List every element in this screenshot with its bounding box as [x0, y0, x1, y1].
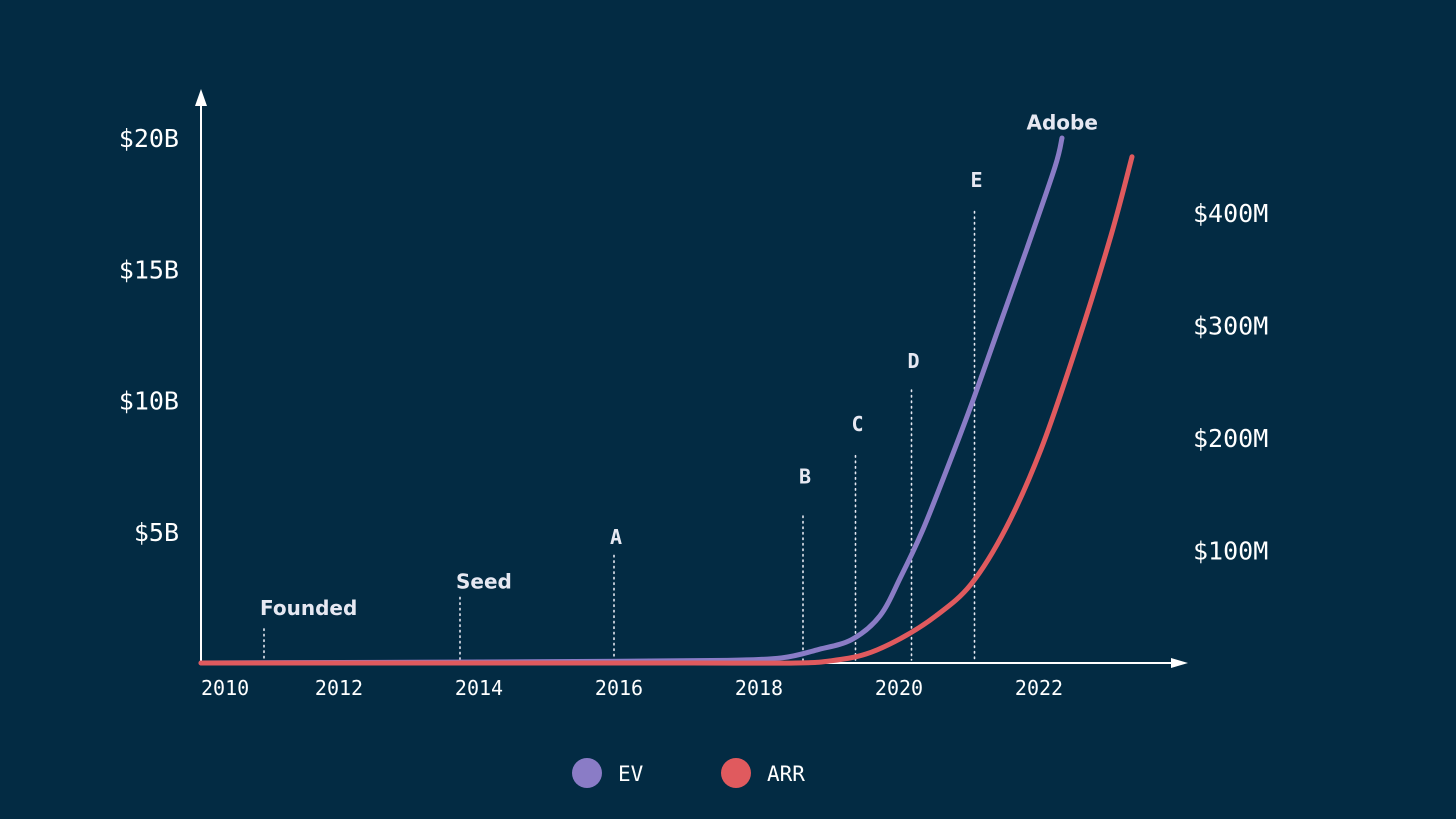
y-left-tick-label: $20B	[119, 124, 179, 153]
x-axis-arrow-icon	[1171, 658, 1188, 668]
x-tick-label: 2016	[595, 676, 643, 700]
x-tick-label: 2022	[1015, 676, 1063, 700]
annotation-label: Adobe	[1027, 110, 1098, 134]
x-tick-label: 2012	[315, 676, 363, 700]
y-right-tick-label: $200M	[1193, 424, 1268, 453]
y-right-tick-label: $300M	[1193, 312, 1268, 341]
y-right-tick-label: $400M	[1193, 199, 1268, 228]
series-line-arr	[198, 154, 1135, 666]
y-right-tick-label: $100M	[1193, 537, 1268, 566]
y-left-tick-label: $15B	[119, 255, 179, 284]
x-tick-label: 2018	[735, 676, 783, 700]
x-tick-label: 2010	[201, 676, 249, 700]
y-left-tick-label: $10B	[119, 387, 179, 416]
series-line-ev	[198, 135, 1065, 666]
annotation-label: E	[970, 168, 982, 192]
legend-swatch-ev	[572, 758, 602, 788]
annotation-label: A	[610, 525, 622, 549]
annotation-label: D	[907, 349, 919, 373]
annotation-label: B	[799, 465, 811, 489]
legend-label-arr: ARR	[767, 762, 805, 786]
annotation-label: Seed	[456, 570, 512, 594]
x-tick-label: 2014	[455, 676, 503, 700]
legend-label-ev: EV	[618, 762, 644, 786]
y-left-tick-label: $5B	[134, 518, 179, 547]
annotation-label: C	[851, 412, 863, 436]
x-tick-label: 2020	[875, 676, 923, 700]
legend-swatch-arr	[721, 758, 751, 788]
y-axis-arrow-icon	[195, 89, 207, 106]
annotation-label: Founded	[260, 596, 357, 620]
